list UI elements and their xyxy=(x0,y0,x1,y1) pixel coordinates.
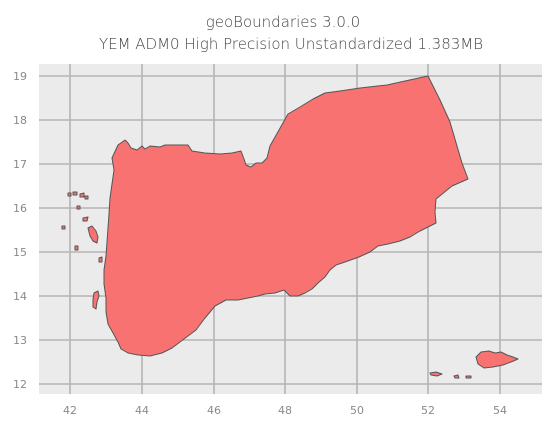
yemen-mainland xyxy=(103,75,469,357)
red-sea-islet-4 xyxy=(72,191,78,196)
y-tick-label: 19 xyxy=(13,70,27,83)
y-tick-label: 14 xyxy=(13,290,27,303)
red-sea-islet-9 xyxy=(61,225,66,230)
red-sea-islet-2 xyxy=(82,216,89,222)
red-sea-islet-7 xyxy=(67,192,72,197)
darsa-island xyxy=(429,371,443,377)
map-title-line-2: YEM ADM0 High Precision Unstandardized 1… xyxy=(99,35,483,53)
x-tick-label: 42 xyxy=(63,404,77,417)
x-tick-label: 46 xyxy=(207,404,221,417)
x-tick-label: 52 xyxy=(421,404,435,417)
y-tick-label: 16 xyxy=(13,202,27,215)
red-sea-islet-3 xyxy=(74,245,79,251)
y-tick-label: 13 xyxy=(13,334,27,347)
red-sea-islet-6 xyxy=(84,195,89,200)
y-tick-label: 12 xyxy=(13,378,27,391)
y-tick-label: 18 xyxy=(13,114,27,127)
red-sea-islet-5 xyxy=(79,192,85,198)
samhah-island xyxy=(453,374,460,379)
x-tick-label: 48 xyxy=(278,404,292,417)
kamaran-island xyxy=(87,225,99,244)
yemen-land xyxy=(61,75,519,379)
x-axis-ticks: 42 44 46 48 50 52 54 xyxy=(63,404,507,417)
y-axis-ticks: 12 13 14 15 16 17 18 19 xyxy=(13,70,27,391)
x-tick-label: 54 xyxy=(493,404,507,417)
red-sea-islet-1 xyxy=(98,256,103,263)
x-tick-label: 50 xyxy=(350,404,364,417)
y-tick-label: 15 xyxy=(13,246,27,259)
hanish-islands xyxy=(92,290,100,310)
socotra-island xyxy=(475,350,519,369)
small-islet-east xyxy=(465,375,472,379)
y-tick-label: 17 xyxy=(13,158,27,171)
map-title-line-1: geoBoundaries 3.0.0 xyxy=(206,13,360,31)
red-sea-islet-8 xyxy=(76,205,81,210)
x-tick-label: 44 xyxy=(135,404,149,417)
